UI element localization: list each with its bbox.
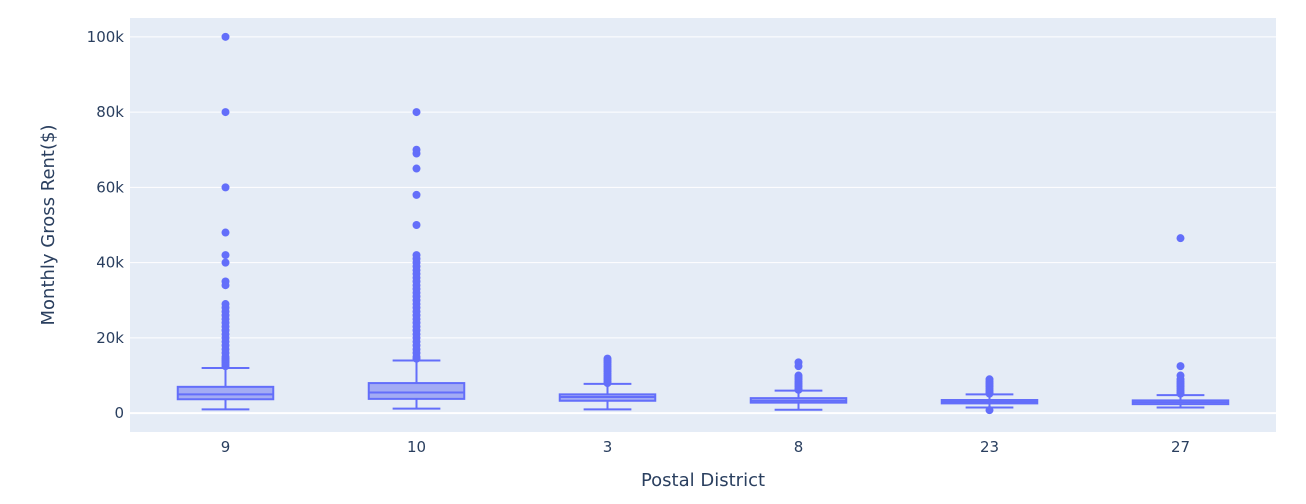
y-tick-label: 40k — [96, 254, 124, 272]
outlier-point — [221, 281, 230, 290]
outlier-point — [985, 389, 994, 398]
outlier-point — [412, 164, 421, 173]
outlier-point — [412, 354, 421, 363]
x-tick-label: 23 — [980, 438, 999, 456]
y-tick-label: 20k — [96, 329, 124, 347]
outlier-point — [221, 228, 230, 237]
box-body — [176, 385, 275, 401]
x-axis-ticks: 9 10 3 8 23 27 — [221, 438, 1190, 456]
outlier-point — [412, 221, 421, 229]
outlier-point — [985, 406, 994, 415]
y-axis-ticks: 0 20k 40k 60k 80k 100k — [87, 28, 125, 422]
x-tick-label: 10 — [407, 438, 426, 456]
outlier-point — [794, 362, 803, 371]
box-27 — [1131, 234, 1230, 409]
outlier-point — [1176, 389, 1185, 398]
outlier-point — [221, 108, 230, 117]
x-tick-label: 27 — [1171, 438, 1190, 456]
box-series — [176, 32, 1230, 415]
x-tick-label: 8 — [794, 438, 804, 456]
outlier-point — [794, 385, 803, 394]
x-tick-label: 3 — [603, 438, 613, 456]
y-tick-label: 100k — [87, 28, 125, 46]
box-23 — [940, 375, 1039, 415]
box-8 — [749, 358, 848, 411]
x-axis-title: Postal District — [641, 470, 765, 491]
box-3 — [558, 354, 657, 411]
outlier-point — [221, 183, 230, 192]
y-tick-label: 0 — [114, 404, 124, 422]
outlier-point — [1176, 362, 1185, 371]
y-tick-label: 80k — [96, 103, 124, 121]
outlier-point — [1176, 234, 1185, 243]
box-9 — [176, 32, 275, 411]
outlier-point — [412, 149, 421, 158]
outlier-point — [412, 108, 421, 117]
y-axis-title: Monthly Gross Rent($) — [38, 125, 59, 326]
outlier-point — [221, 251, 230, 260]
box-body — [367, 382, 466, 400]
outlier-point — [221, 362, 230, 371]
plot-background — [130, 18, 1276, 432]
y-tick-label: 60k — [96, 178, 124, 196]
box-10 — [367, 108, 466, 410]
outlier-point — [603, 379, 612, 388]
outlier-point — [221, 258, 230, 267]
outlier-point — [221, 32, 230, 41]
x-tick-label: 9 — [221, 438, 231, 456]
gridlines — [130, 36, 1276, 415]
outlier-point — [412, 190, 421, 199]
